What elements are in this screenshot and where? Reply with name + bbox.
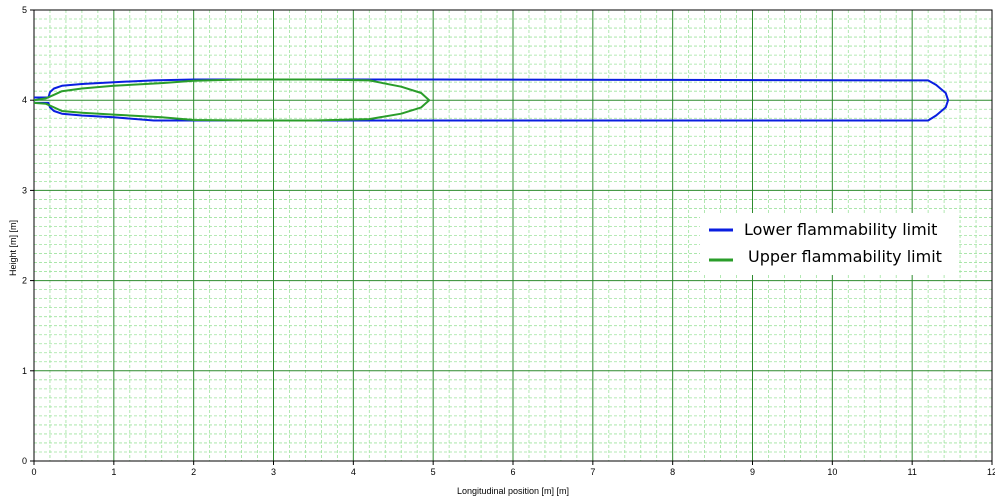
x-tick-label: 3	[271, 467, 276, 477]
x-tick-label: 0	[31, 467, 36, 477]
y-tick-label: 2	[22, 276, 27, 286]
y-tick-label: 4	[22, 95, 27, 105]
x-tick-label: 5	[431, 467, 436, 477]
y-tick-label: 0	[22, 456, 27, 466]
x-tick-label: 12	[987, 467, 995, 477]
x-tick-label: 10	[827, 467, 837, 477]
x-tick-label: 8	[670, 467, 675, 477]
lower-flammability-series	[34, 78, 950, 122]
y-axis-label: Height [m] [m]	[8, 220, 18, 276]
legend-background	[700, 213, 958, 275]
x-tick-label: 1	[111, 467, 116, 477]
x-tick-label: 2	[191, 467, 196, 477]
x-tick-label: 11	[907, 467, 916, 477]
axis-ticks	[30, 9, 993, 465]
legend-label-lower: Lower flammability limit	[744, 220, 937, 239]
y-tick-label: 3	[22, 185, 27, 195]
legend-label-upper: Upper flammability limit	[748, 247, 942, 266]
legend: Lower flammability limit Upper flammabil…	[700, 213, 958, 275]
x-tick-label: 6	[510, 467, 515, 477]
y-tick-label: 5	[22, 5, 27, 15]
y-tick-label: 1	[22, 366, 27, 376]
x-tick-label: 7	[590, 467, 595, 477]
x-tick-label: 9	[750, 467, 755, 477]
series-group	[33, 78, 950, 122]
upper-flammability-series	[33, 78, 431, 122]
x-axis-label: Longitudinal position [m] [m]	[457, 486, 569, 496]
minor-grid	[34, 10, 992, 461]
x-tick-label: 4	[351, 467, 356, 477]
y-tick-labels: 0 1 2 3 4 5	[22, 5, 27, 466]
x-tick-labels: 0 1 2 3 4 5 6 7 8 9 10 11 12	[31, 467, 995, 477]
